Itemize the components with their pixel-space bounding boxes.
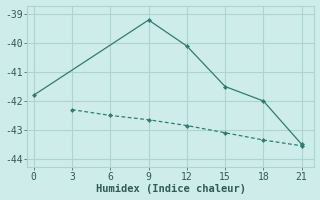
X-axis label: Humidex (Indice chaleur): Humidex (Indice chaleur) (96, 184, 246, 194)
